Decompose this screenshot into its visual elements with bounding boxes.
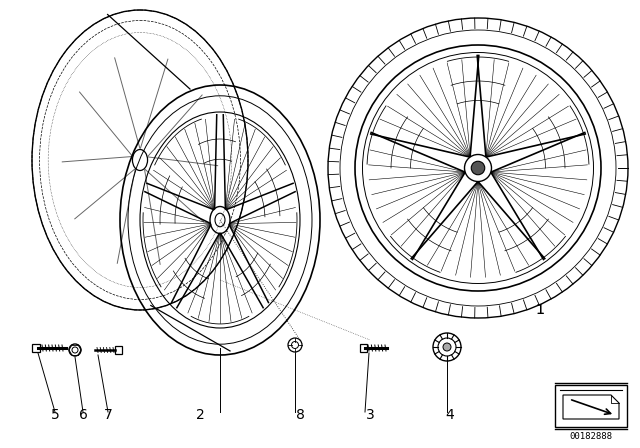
Bar <box>360 344 367 352</box>
Circle shape <box>471 161 484 175</box>
Text: 1: 1 <box>536 303 545 317</box>
Text: 1: 1 <box>536 303 545 317</box>
Bar <box>115 346 122 354</box>
Text: 7: 7 <box>104 408 113 422</box>
Text: 3: 3 <box>365 408 374 422</box>
Text: 5: 5 <box>51 408 60 422</box>
Text: 00182888: 00182888 <box>570 432 612 441</box>
Bar <box>555 385 627 427</box>
Text: 6: 6 <box>79 408 88 422</box>
Bar <box>32 344 40 352</box>
Circle shape <box>443 343 451 351</box>
Text: 4: 4 <box>445 408 454 422</box>
Text: 8: 8 <box>296 408 305 422</box>
Text: 2: 2 <box>196 408 204 422</box>
